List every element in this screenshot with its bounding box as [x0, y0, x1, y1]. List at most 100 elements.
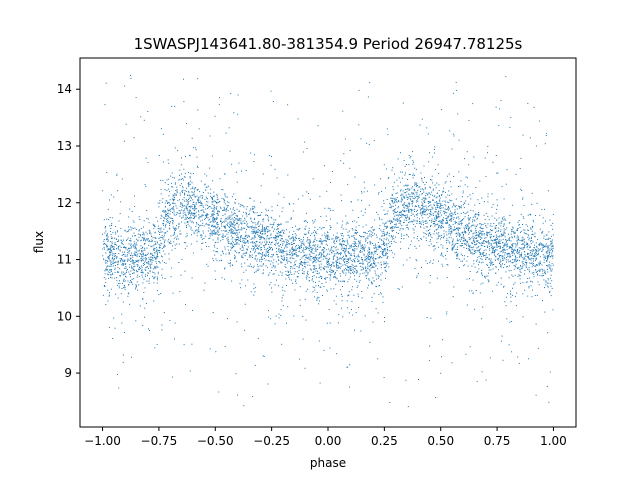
- data-point: [116, 244, 118, 246]
- data-point: [192, 186, 194, 188]
- data-point: [163, 232, 165, 234]
- data-point: [169, 225, 171, 226]
- data-point: [386, 225, 388, 227]
- data-point: [139, 219, 141, 220]
- data-point: [207, 214, 209, 216]
- data-point: [265, 227, 267, 229]
- data-point: [338, 280, 340, 282]
- data-point: [355, 226, 357, 228]
- data-point: [237, 94, 239, 96]
- data-point: [414, 268, 416, 269]
- data-point: [313, 235, 315, 237]
- data-point: [450, 237, 452, 239]
- data-point: [176, 189, 178, 191]
- data-point: [445, 254, 446, 256]
- data-point: [207, 224, 209, 226]
- data-point: [347, 252, 349, 254]
- data-point: [549, 244, 551, 246]
- data-point: [314, 237, 316, 239]
- data-point: [438, 221, 440, 222]
- data-point: [263, 218, 265, 220]
- data-point: [295, 282, 297, 284]
- data-point: [189, 370, 191, 372]
- data-point: [414, 206, 416, 208]
- data-point: [311, 252, 313, 254]
- data-point: [399, 181, 401, 183]
- data-point: [393, 213, 395, 215]
- data-point: [298, 266, 300, 268]
- data-point: [110, 274, 112, 276]
- data-point: [162, 180, 164, 182]
- data-point: [194, 205, 196, 206]
- data-point: [334, 238, 336, 240]
- data-point: [444, 200, 446, 202]
- data-point: [492, 268, 494, 270]
- data-point: [147, 261, 149, 262]
- data-point: [313, 261, 315, 263]
- data-point: [194, 187, 196, 189]
- data-point: [440, 238, 442, 240]
- data-point: [156, 282, 158, 284]
- data-point: [325, 281, 327, 283]
- data-point: [463, 204, 464, 206]
- data-point: [547, 245, 549, 247]
- data-point: [452, 229, 454, 231]
- data-point: [133, 265, 135, 267]
- data-point: [382, 301, 384, 303]
- data-point: [402, 194, 404, 196]
- data-point: [527, 102, 529, 104]
- data-point: [347, 222, 349, 224]
- data-point: [326, 235, 328, 237]
- data-point: [426, 226, 428, 228]
- data-point: [234, 219, 236, 221]
- data-point: [235, 218, 237, 220]
- data-point: [268, 226, 270, 228]
- data-point: [515, 260, 517, 262]
- data-point: [270, 263, 272, 265]
- data-point: [118, 253, 120, 255]
- data-point: [340, 194, 342, 196]
- data-point: [228, 243, 230, 244]
- data-point: [443, 190, 445, 192]
- data-point: [343, 153, 345, 155]
- data-point: [394, 227, 396, 229]
- data-point: [508, 277, 510, 279]
- data-point: [151, 239, 153, 241]
- data-point: [275, 235, 277, 237]
- data-point: [401, 216, 403, 218]
- data-point: [236, 221, 238, 223]
- data-point: [109, 251, 111, 253]
- data-point: [303, 262, 305, 264]
- data-point: [270, 242, 272, 243]
- data-point: [494, 239, 496, 241]
- data-point: [140, 258, 142, 260]
- data-point: [426, 263, 428, 264]
- data-point: [320, 241, 322, 243]
- data-point: [344, 262, 345, 263]
- data-point: [304, 266, 306, 268]
- data-point: [270, 247, 272, 248]
- data-point: [325, 240, 327, 242]
- data-point: [198, 198, 200, 200]
- data-point: [188, 172, 190, 173]
- data-point: [306, 256, 308, 258]
- data-point: [463, 227, 465, 229]
- data-point: [459, 233, 461, 235]
- data-point: [293, 258, 295, 260]
- data-point: [548, 246, 550, 248]
- data-point: [452, 133, 454, 135]
- data-point: [381, 257, 383, 258]
- data-point: [414, 245, 416, 247]
- data-point: [182, 187, 184, 189]
- data-point: [249, 254, 250, 256]
- data-point: [115, 233, 117, 235]
- data-point: [356, 230, 357, 231]
- data-point: [236, 242, 238, 244]
- data-point: [539, 270, 541, 272]
- data-point: [470, 229, 472, 231]
- data-point: [303, 247, 304, 249]
- data-point: [244, 238, 246, 240]
- data-point: [238, 252, 240, 254]
- data-point: [483, 255, 485, 257]
- data-point: [544, 271, 546, 273]
